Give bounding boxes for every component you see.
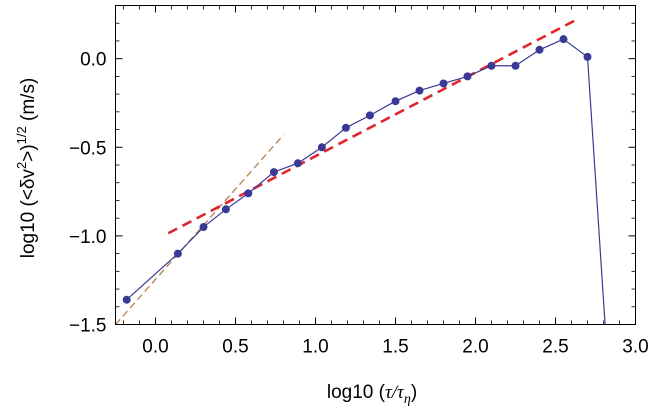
data-point [199, 223, 208, 232]
x-axis-label-suffix: ) [411, 382, 417, 403]
x-tick-label: 2.0 [462, 337, 488, 358]
x-axis-label-prefix: log10 ( [327, 382, 386, 403]
data-point [365, 111, 374, 120]
x-axis-label-slash: / [391, 382, 399, 403]
y-tick-label: −1.5 [69, 316, 107, 337]
data-point [391, 97, 400, 106]
data-point [221, 205, 230, 214]
data-point [559, 35, 568, 44]
x-axis-label: log10 (τ/τη) [327, 382, 417, 407]
data-point [463, 72, 472, 81]
x-tick-label: 2.5 [542, 337, 568, 358]
y-tick-label: −0.5 [69, 138, 107, 159]
y-axis-label-prefix: log10 (<δv [18, 169, 39, 259]
y-axis-label-mid: >) [18, 144, 39, 161]
y-tick-label: 0.0 [80, 50, 106, 71]
data-point [341, 123, 350, 132]
data-point [293, 159, 302, 168]
x-tick-label: 3.0 [622, 337, 648, 358]
x-axis-label-tau: τ [385, 382, 393, 403]
data-point [244, 189, 253, 198]
data-point [511, 61, 520, 70]
x-axis-label-sub: η [404, 392, 411, 407]
plot-frame [115, 5, 636, 325]
data-series-line [126, 38, 606, 325]
x-tick-label: 0.5 [222, 337, 248, 358]
data-point [535, 45, 544, 54]
reference-line-steep [115, 134, 285, 325]
data-point [487, 61, 496, 70]
data-point [439, 79, 448, 88]
data-point [122, 295, 131, 304]
data-point [269, 168, 278, 177]
data-point [583, 52, 592, 61]
data-point [173, 249, 182, 258]
data-point [317, 143, 326, 152]
x-axis-label-tau-eta: τ [397, 382, 405, 403]
y-axis-label: log10 (<δv2>)1/2 (m/s) [14, 78, 39, 259]
x-tick-label: 1.5 [382, 337, 408, 358]
y-axis-label-suffix: (m/s) [18, 78, 39, 127]
data-point [415, 86, 424, 95]
x-tick-label: 1.0 [302, 337, 328, 358]
y-axis-label-sup: 1/2 [14, 126, 29, 144]
y-tick-label: −1.0 [69, 227, 107, 248]
y-axis-label-sup2: 2 [14, 162, 29, 169]
x-tick-label: 0.0 [142, 337, 168, 358]
plot-area [115, 19, 606, 325]
fit-line-dashed [167, 19, 576, 235]
axis-ticks: 0.0 0.5 1.0 1.5 2.0 2.5 3.0 −1.5 −1.0 −0.5 0.0 [69, 5, 649, 358]
